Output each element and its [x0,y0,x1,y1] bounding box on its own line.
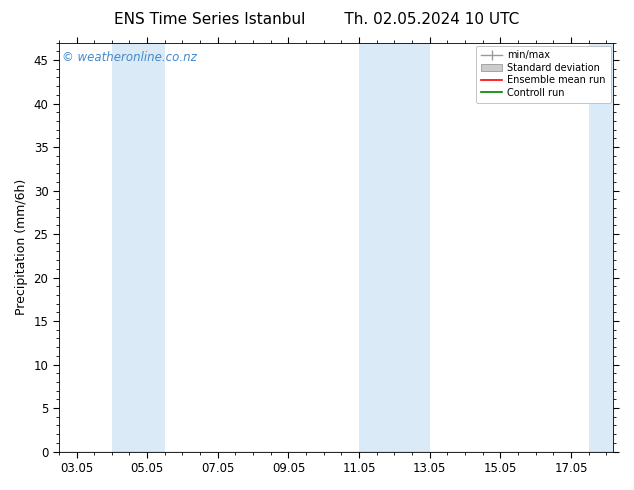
Text: © weatheronline.co.nz: © weatheronline.co.nz [61,51,197,64]
Text: ENS Time Series Istanbul        Th. 02.05.2024 10 UTC: ENS Time Series Istanbul Th. 02.05.2024 … [114,12,520,27]
Y-axis label: Precipitation (mm/6h): Precipitation (mm/6h) [15,179,28,315]
Legend: min/max, Standard deviation, Ensemble mean run, Controll run: min/max, Standard deviation, Ensemble me… [476,46,611,102]
Bar [359,43,430,452]
Bar [112,43,165,452]
Bar [589,43,614,452]
